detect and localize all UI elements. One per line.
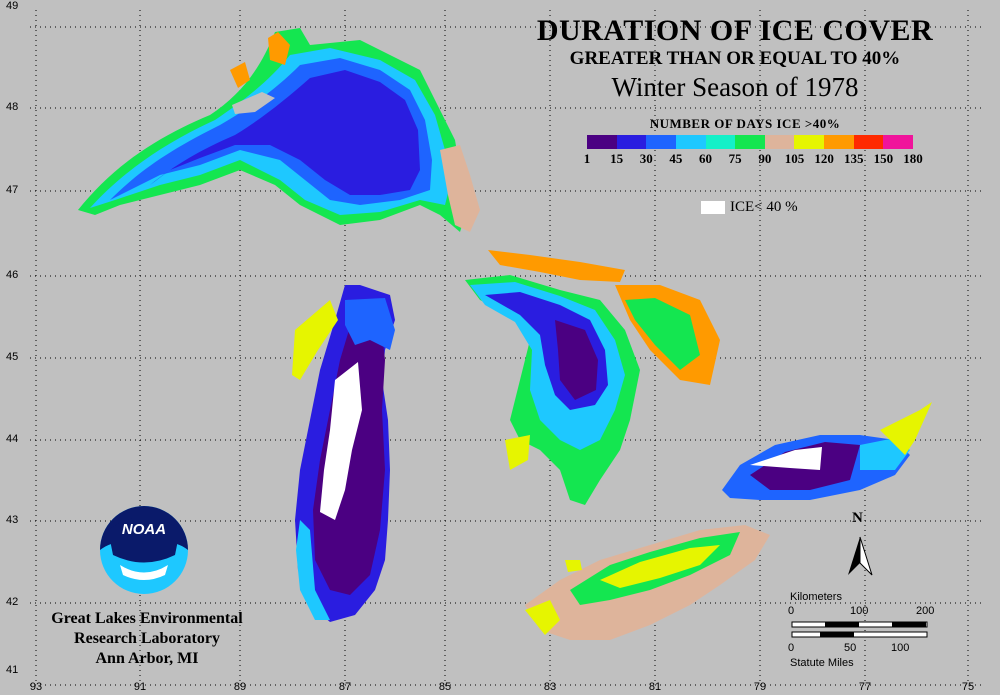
legend-tick-label: 105 [784, 151, 805, 166]
title-line-3: Winter Season of 1978 [611, 72, 859, 102]
lat-label: 45 [6, 351, 19, 363]
scale-km-tick: 200 [916, 605, 935, 617]
legend-tick-label: 180 [903, 151, 923, 166]
noaa-logo-text: NOAA [121, 521, 167, 538]
lake-st-clair [565, 560, 582, 572]
lon-label: 83 [543, 681, 557, 693]
lon-label: 81 [648, 681, 662, 693]
title-line-1: DURATION OF ICE COVER [536, 14, 934, 47]
legend-tick-label: 75 [728, 151, 742, 166]
lon-label: 91 [133, 681, 147, 693]
noaa-logo [100, 506, 188, 594]
lon-label: 85 [438, 681, 452, 693]
lake-superior [78, 28, 480, 232]
scale-mi-tick: 50 [844, 642, 857, 654]
legend-swatch [824, 135, 854, 149]
lat-label: 48 [6, 101, 19, 113]
north-label: N [852, 510, 863, 526]
lat-label: 44 [6, 433, 19, 445]
title-line-2: GREATER THAN OR EQUAL TO 40% [569, 48, 901, 69]
scale-km-tick: 100 [850, 605, 869, 617]
lon-label: 89 [233, 681, 247, 693]
legend-swatch [764, 135, 795, 149]
legend-tick-label: 90 [758, 151, 772, 166]
legend-swatch [616, 135, 647, 149]
graticule [30, 10, 985, 686]
legend-tick-label: 135 [843, 151, 864, 166]
scale-bar [791, 621, 928, 638]
lake-michigan [292, 285, 395, 622]
lat-label: 46 [6, 269, 19, 281]
legend-tick-label: 150 [873, 151, 894, 166]
legend-tick-label: 1 [583, 151, 591, 166]
lon-label: 87 [338, 681, 352, 693]
scale-mi-tick: 100 [891, 642, 910, 654]
legend-swatch [675, 135, 706, 149]
north-arrow-icon [848, 536, 873, 576]
scale-mi-label: Statute Miles [790, 657, 854, 669]
lon-label: 79 [753, 681, 767, 693]
legend-tick-label: 30 [639, 151, 653, 166]
lake-huron [465, 250, 720, 505]
lake-ontario [722, 402, 932, 500]
legend-swatch [853, 135, 884, 149]
legend-swatch [794, 135, 825, 149]
lon-label: 75 [961, 681, 975, 693]
legend-swatch [735, 135, 765, 149]
lon-label: 93 [29, 681, 43, 693]
lon-label: 77 [858, 681, 872, 693]
legend-swatch [646, 135, 676, 149]
scale-mi-tick: 0 [788, 642, 795, 654]
legend-swatch [705, 135, 736, 149]
legend-color-bar [587, 135, 914, 149]
lat-label: 49 [6, 0, 19, 12]
lab-name-line-3: Ann Arbor, MI [95, 650, 199, 667]
lat-label: 43 [6, 514, 19, 526]
lat-label: 42 [6, 596, 19, 608]
ice-below-40-label: ICE< 40 % [730, 199, 798, 215]
lake-erie [525, 525, 770, 640]
legend-tick-label: 60 [699, 151, 713, 166]
scale-km-label: Kilometers [790, 591, 842, 603]
ice-below-40-swatch [701, 201, 725, 214]
legend-tick-label: 15 [610, 151, 624, 166]
legend-title: NUMBER OF DAYS ICE >40% [649, 116, 841, 131]
lat-label: 47 [6, 184, 19, 196]
scale-km-tick: 0 [788, 605, 795, 617]
lab-name-line-1: Great Lakes Environmental [51, 610, 243, 627]
legend-tick-label: 45 [669, 151, 683, 166]
lat-label: 41 [6, 664, 19, 676]
legend-swatch [587, 135, 617, 149]
legend-swatch [883, 135, 914, 149]
legend-tick-label: 120 [814, 151, 834, 166]
lab-name-line-2: Research Laboratory [74, 630, 220, 647]
